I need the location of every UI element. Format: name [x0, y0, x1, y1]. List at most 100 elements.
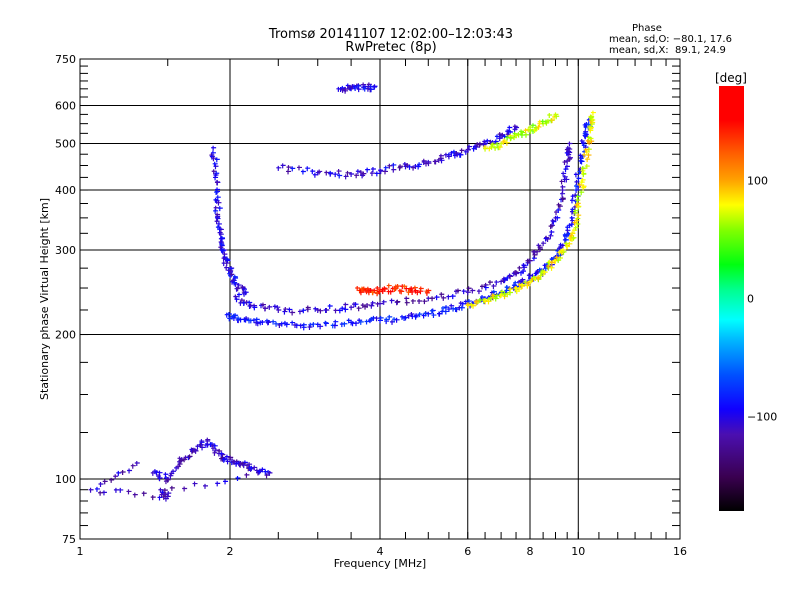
data-point: [182, 457, 188, 463]
data-point: [446, 294, 452, 300]
data-point: [98, 481, 104, 487]
data-point: [499, 292, 505, 298]
y-tick-label: 600: [55, 100, 76, 113]
x-tick-label: 16: [673, 545, 687, 558]
data-point: [535, 249, 541, 255]
data-point: [457, 152, 463, 158]
data-point: [493, 145, 499, 151]
data-point: [343, 307, 349, 313]
data-point: [441, 295, 447, 301]
data-point: [356, 306, 362, 312]
data-point: [578, 153, 584, 159]
data-point: [226, 311, 232, 317]
data-point: [346, 318, 352, 324]
y-tick-label: 100: [55, 473, 76, 486]
data-point: [461, 289, 467, 295]
data-point: [286, 165, 292, 171]
data-point: [218, 232, 224, 238]
data-point: [580, 177, 586, 183]
data-point: [416, 164, 422, 170]
data-point: [267, 470, 273, 476]
data-point: [353, 85, 359, 91]
data-point: [228, 455, 234, 461]
data-point: [561, 247, 567, 253]
data-point: [521, 263, 527, 269]
data-point: [381, 299, 387, 305]
data-point: [582, 131, 588, 137]
data-point: [215, 481, 221, 487]
data-point: [247, 318, 253, 324]
data-point: [581, 140, 587, 146]
data-point: [508, 274, 514, 280]
data-point: [369, 171, 375, 177]
data-point: [300, 169, 306, 175]
y-tick-label: 75: [62, 533, 76, 546]
colorbar-ticks: 100 0 −100: [747, 174, 777, 423]
data-point: [507, 125, 513, 131]
data-point: [513, 269, 519, 275]
data-point: [573, 172, 579, 178]
data-point: [323, 320, 329, 326]
data-point: [429, 308, 435, 314]
data-point: [192, 481, 198, 487]
data-point: [333, 319, 339, 325]
colorbar-tick-label: 0: [747, 293, 754, 306]
data-point: [543, 236, 549, 242]
data-point: [276, 165, 282, 171]
data-point: [251, 318, 257, 324]
data-point: [542, 270, 548, 276]
data-point: [587, 125, 593, 131]
x-axis-label: Frequency [MHz]: [334, 557, 426, 570]
data-point: [274, 321, 280, 327]
data-point: [571, 235, 577, 241]
data-point: [570, 231, 576, 237]
data-point: [310, 169, 316, 175]
data-point: [369, 303, 375, 309]
data-point: [228, 268, 234, 274]
data-point: [372, 288, 378, 294]
data-point: [459, 305, 465, 311]
data-point: [298, 323, 304, 329]
data-point: [217, 227, 223, 233]
data-point: [520, 269, 526, 275]
data-point: [394, 317, 400, 323]
data-point: [243, 317, 249, 323]
data-point: [235, 476, 241, 482]
data-point: [356, 87, 362, 93]
data-point: [213, 175, 219, 181]
data-point: [439, 292, 445, 298]
data-point: [224, 265, 230, 271]
data-point: [443, 309, 449, 315]
data-point: [553, 112, 559, 118]
data-point: [520, 282, 526, 288]
data-point: [523, 128, 529, 134]
data-point: [530, 123, 536, 129]
data-point: [523, 280, 529, 286]
data-point: [520, 277, 526, 283]
data-point: [213, 208, 219, 214]
data-point: [88, 487, 94, 493]
data-point: [224, 261, 230, 267]
data-point: [290, 310, 296, 316]
data-point: [586, 153, 592, 159]
data-point: [211, 145, 217, 151]
data-point: [176, 464, 182, 470]
data-point: [118, 487, 124, 493]
y-axis-label: Stationary phase Virtual Height [km]: [38, 198, 51, 400]
data-point: [212, 450, 218, 456]
colorbar-tick-label: 100: [747, 174, 768, 187]
data-point: [345, 170, 351, 176]
data-point: [433, 159, 439, 165]
colorbar: [719, 86, 744, 511]
data-point: [182, 486, 188, 492]
data-point: [127, 468, 133, 474]
data-point: [391, 162, 397, 168]
data-point: [537, 245, 543, 251]
y-tick-label: 300: [55, 244, 76, 257]
data-point: [569, 198, 575, 204]
data-point: [512, 124, 518, 130]
chart-subtitle: RwPretec (8p): [345, 40, 437, 55]
data-point: [550, 218, 556, 224]
data-point: [548, 224, 554, 230]
data-point: [471, 303, 477, 309]
